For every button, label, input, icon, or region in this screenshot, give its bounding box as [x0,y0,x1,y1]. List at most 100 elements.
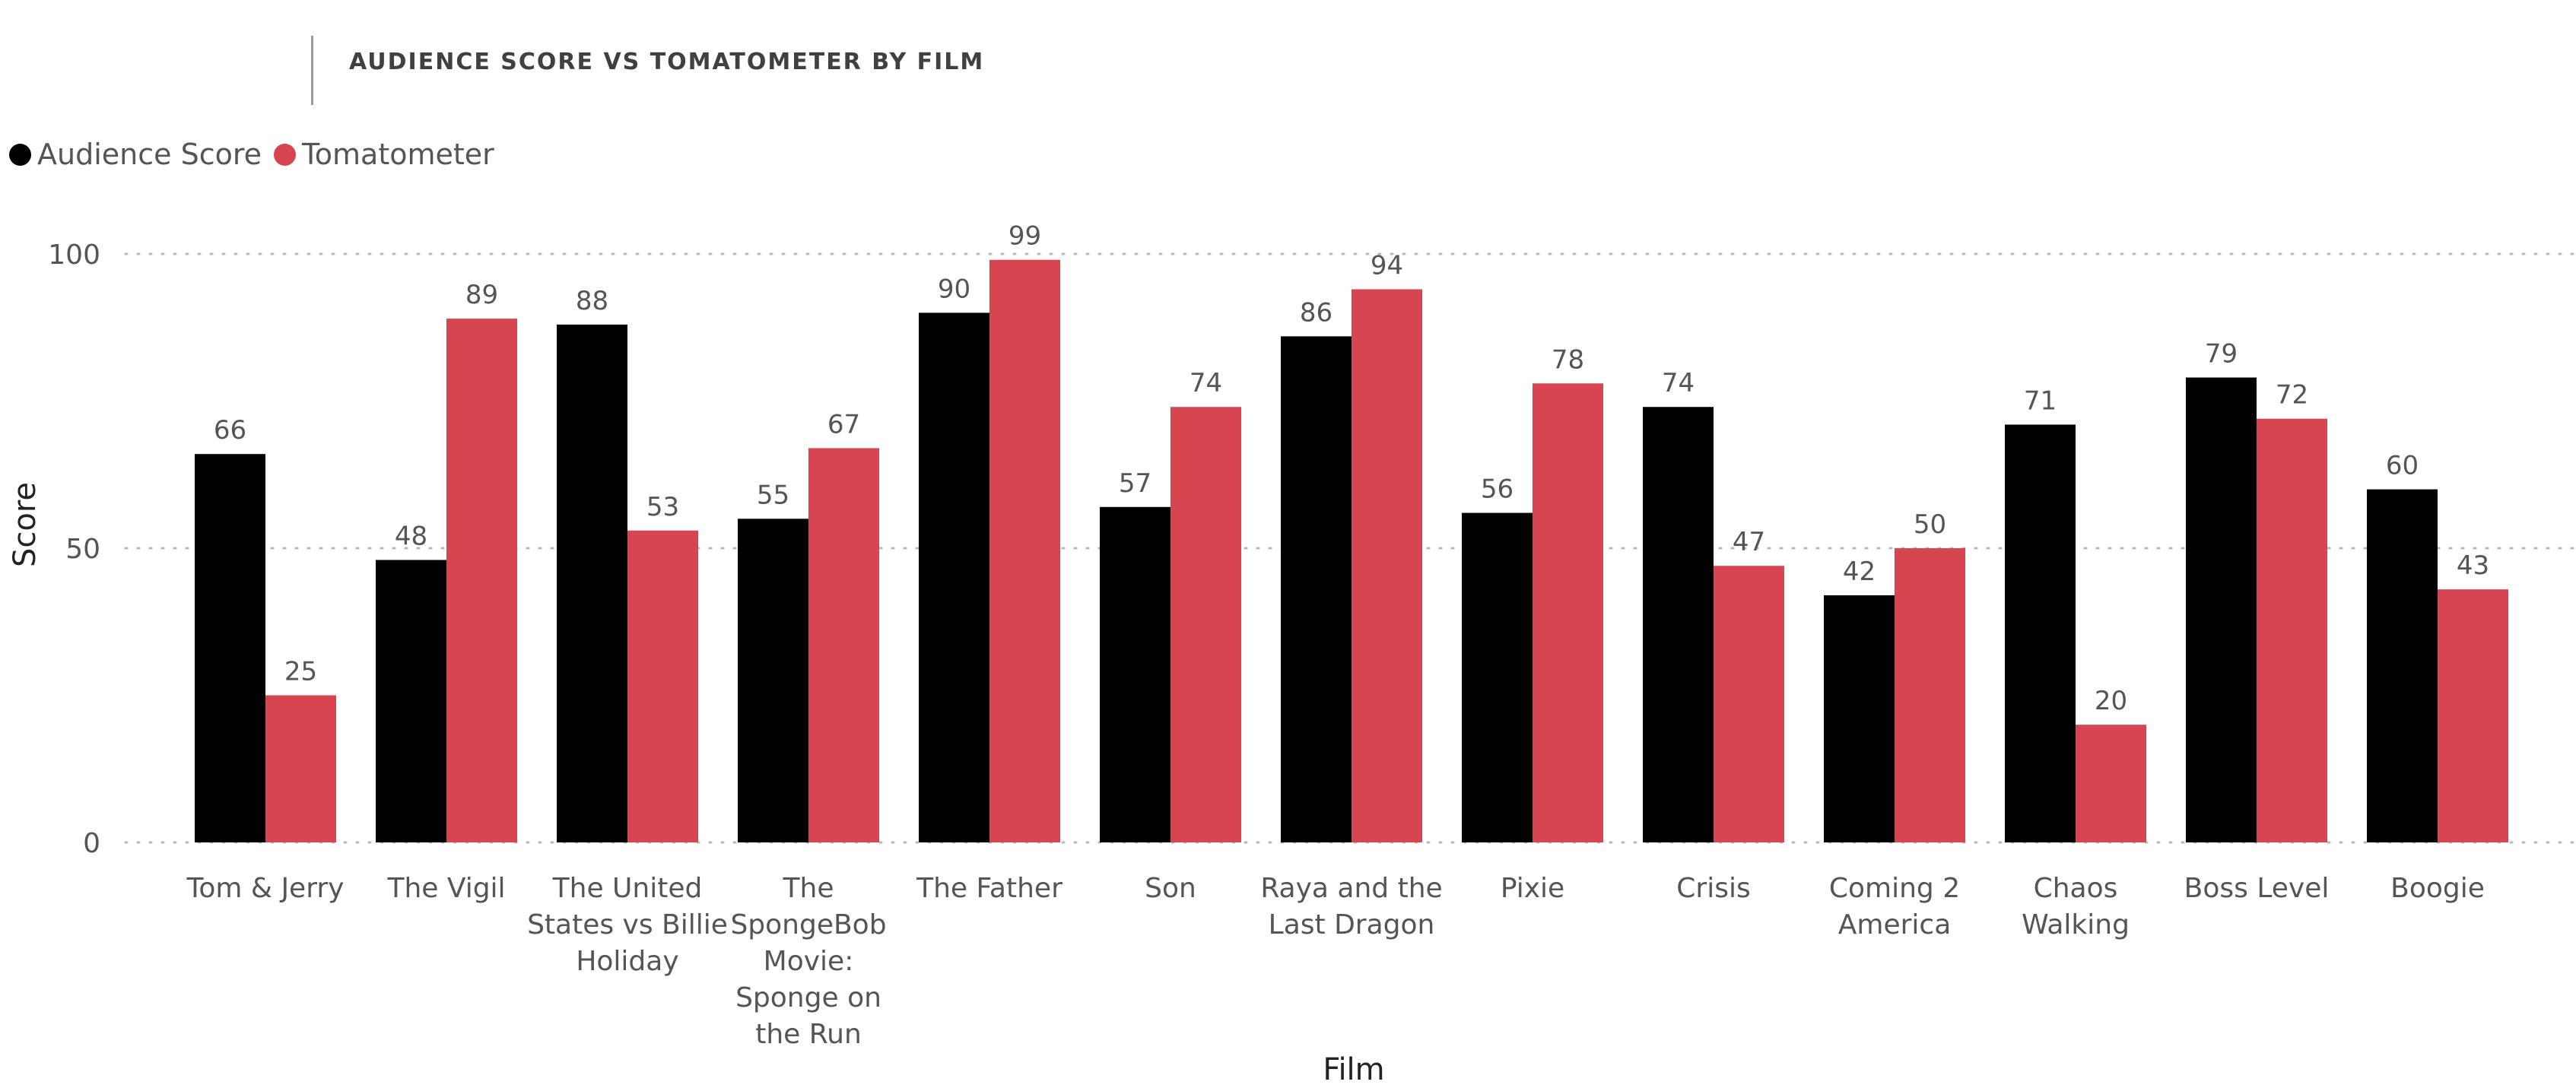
x-tick-label-line: Raya and the [1260,873,1442,904]
x-tick-label: Crisis [1676,873,1750,904]
bar-tomatometer[interactable] [989,259,1060,842]
bar-tomatometer[interactable] [627,530,698,842]
x-tick-label-line: The Father [916,873,1062,904]
x-tick-label: Coming 2 America [1829,873,1960,941]
legend-label-tomatometer: Tomatometer [302,138,494,171]
x-tick-label-line: Tom & Jerry [186,873,345,904]
x-tick-label: Boss Level [2184,873,2330,904]
bars [195,259,2508,843]
data-label: 66 [214,415,246,446]
x-tick-label-line: Chaos [2034,873,2118,904]
legend-marker-audience-score [9,143,31,166]
x-tick-label-line: SpongeBob [730,909,886,941]
data-label: 99 [1008,221,1041,252]
x-tick-label-line: The United [552,873,703,904]
bar-audience-score[interactable] [2186,377,2257,842]
data-label: 56 [1481,474,1514,505]
data-label: 86 [1300,297,1332,328]
x-tick-label: Boogie [2390,873,2485,904]
x-tick-label: Pixie [1501,873,1564,904]
bar-audience-score[interactable] [557,324,627,842]
legend: Audience Score Tomatometer [9,138,507,171]
x-tick-label-line: The Vigil [386,873,505,904]
data-label: 50 [1914,509,1946,540]
x-tick-label-line: The [783,873,834,904]
chart-title: AUDIENCE SCORE VS TOMATOMETER BY FILM [349,49,985,75]
x-tick-label-line: Holiday [576,946,678,977]
bar-tomatometer[interactable] [1170,407,1241,842]
x-tick-label-line: Pixie [1501,873,1564,904]
x-tick-label: Tom & Jerry [186,873,345,904]
data-label: 53 [646,492,679,522]
x-tick-label-line: Sponge on [735,982,881,1013]
x-tick-label: Son [1145,873,1196,904]
y-tick-label: 100 [48,239,100,271]
data-label: 20 [2095,686,2127,716]
x-tick-label-line: the Run [755,1019,862,1050]
x-tick-label: The United States vs Billie Holiday [527,873,728,977]
bar-tomatometer[interactable] [2257,418,2327,842]
x-tick-label-line: Son [1145,873,1196,904]
bar-audience-score[interactable] [2367,489,2438,842]
y-tick-label: 50 [65,534,100,565]
x-tick-label-line: States vs Billie [527,909,728,941]
data-label: 71 [2024,385,2057,416]
legend-item-audience-score[interactable]: Audience Score [9,138,262,171]
bar-audience-score[interactable] [1824,595,1895,842]
bar-tomatometer[interactable] [1533,383,1603,842]
data-label: 47 [1733,527,1765,557]
data-label: 74 [1662,368,1695,398]
y-tick-label: 0 [83,828,100,859]
x-tick-label-line: America [1838,909,1952,941]
x-tick-label-line: Last Dragon [1269,909,1435,941]
title-divider [311,36,313,105]
axis-ticks: 0 50 100 Tom & Jerry The Vigil The United Stat… [48,239,2485,1050]
data-label: 74 [1190,368,1222,398]
x-tick-label-line: Boogie [2390,873,2485,904]
bar-tomatometer[interactable] [1352,289,1422,842]
legend-label-audience-score: Audience Score [37,138,262,171]
bar-tomatometer[interactable] [2076,725,2146,842]
bar-audience-score[interactable] [1100,506,1170,842]
data-label: 43 [2457,550,2489,581]
x-tick-label-line: Walking [2022,909,2130,941]
x-tick-label-line: Movie: [764,946,854,977]
x-tick-label-line: Coming 2 [1829,873,1960,904]
data-label: 90 [938,274,970,304]
bar-tomatometer[interactable] [2438,589,2508,842]
data-label: 67 [827,409,860,439]
y-axis-title: Score [8,482,43,567]
bar-tomatometer[interactable] [446,319,517,842]
data-label: 78 [1552,344,1584,375]
data-label: 79 [2205,339,2238,370]
data-label: 57 [1119,468,1151,499]
x-axis-title: Film [1323,1052,1384,1087]
data-label: 94 [1371,250,1403,281]
data-label: 60 [2386,451,2419,481]
bar-tomatometer[interactable] [265,695,336,843]
bar-audience-score[interactable] [195,454,265,842]
bar-tomatometer[interactable] [1895,548,1965,842]
data-label: 42 [1843,557,1876,587]
x-tick-label: The Vigil [386,873,505,904]
x-tick-label-line: Boss Level [2184,873,2330,904]
bar-audience-score[interactable] [919,312,989,842]
legend-marker-tomatometer [274,143,297,166]
x-tick-label: The SpongeBob Movie: Sponge on the Run [730,873,886,1050]
x-tick-label-line: Crisis [1676,873,1750,904]
bar-audience-score[interactable] [376,560,446,842]
x-tick-label: Chaos Walking [2022,873,2130,941]
bar-tomatometer[interactable] [808,448,879,842]
data-label: 48 [395,521,427,551]
bar-audience-score[interactable] [1281,336,1352,842]
data-label: 89 [465,280,498,310]
legend-item-tomatometer[interactable]: Tomatometer [274,138,494,171]
bar-audience-score[interactable] [738,519,808,842]
bar-audience-score[interactable] [1643,407,1714,842]
bar-tomatometer[interactable] [1714,566,1784,842]
bar-audience-score[interactable] [2005,424,2076,842]
data-labels: 66 25 48 89 88 53 55 67 90 99 57 74 86 94 56 78 74 47 42 50… [214,221,2489,716]
bar-audience-score[interactable] [1462,512,1533,842]
data-label: 88 [576,286,608,316]
